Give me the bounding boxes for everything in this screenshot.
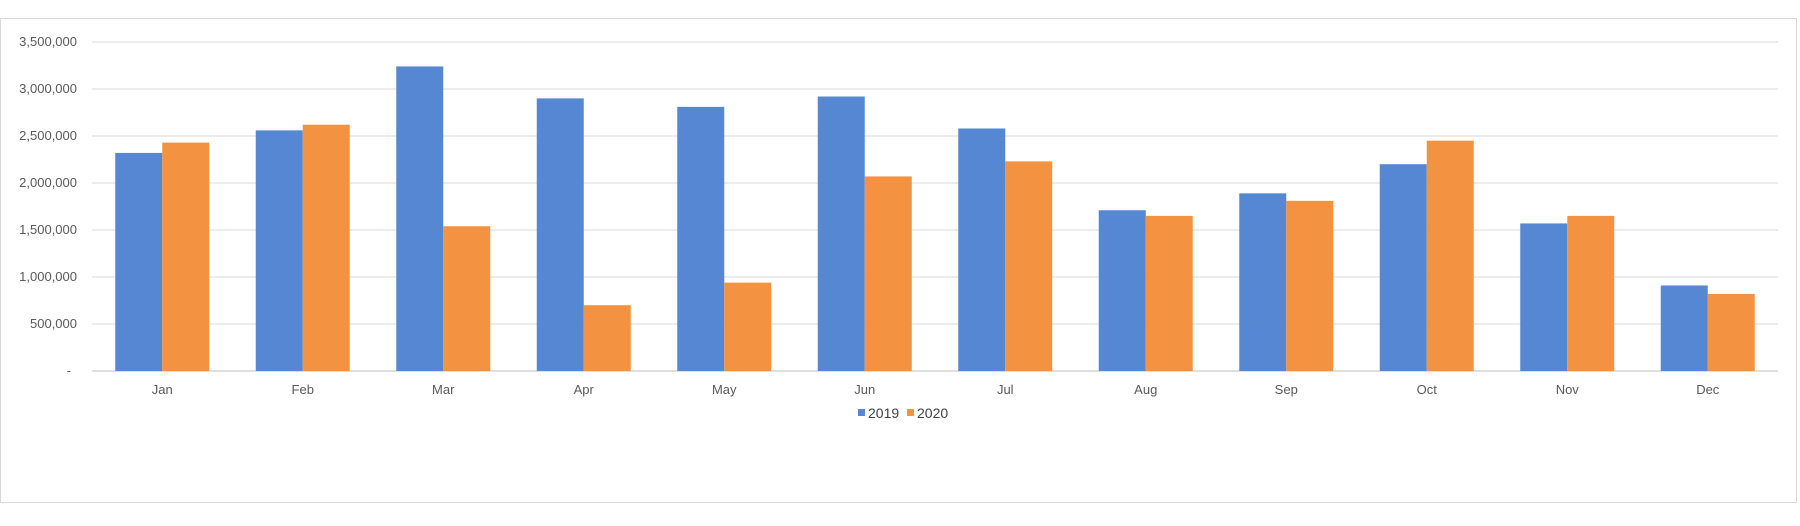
bar-2019-oct: [1379, 164, 1427, 371]
x-tick-label: Feb: [292, 382, 314, 397]
bar-2020-dec: [1707, 293, 1755, 371]
x-tick-label: Jan: [152, 382, 173, 397]
bar-2019-jul: [958, 128, 1006, 371]
x-tick-label: Sep: [1275, 382, 1298, 397]
x-tick-label: Aug: [1134, 382, 1157, 397]
y-tick-label: 2,000,000: [19, 175, 77, 190]
bar-2019-apr: [536, 98, 584, 372]
x-tick-label: Nov: [1556, 382, 1580, 397]
bar-2020-jun: [864, 176, 912, 371]
y-tick-label: 500,000: [30, 316, 77, 331]
chart-frame: - 500,000 1,000,000 1,500,000 2,000,000 2,500…: [0, 18, 1797, 503]
y-tick-label: 2,500,000: [19, 128, 77, 143]
y-tick-label: 3,500,000: [19, 34, 77, 49]
legend-swatch-2020: [907, 409, 914, 416]
bar-2019-sep: [1239, 193, 1287, 371]
x-tick-label: Dec: [1696, 382, 1720, 397]
bar-2019-jun: [817, 96, 865, 372]
bar-chart: - 500,000 1,000,000 1,500,000 2,000,000 2,500…: [19, 34, 1778, 421]
bar-2019-jan: [115, 152, 163, 371]
bar-2020-feb: [302, 124, 350, 371]
bar-2019-dec: [1660, 285, 1708, 371]
bar-2019-aug: [1098, 210, 1146, 371]
bar-2019-feb: [255, 130, 303, 371]
y-tick-label: 1,000,000: [19, 269, 77, 284]
y-tick-label: -: [67, 363, 71, 378]
bar-2020-oct: [1426, 140, 1474, 371]
bar-2020-apr: [583, 305, 631, 371]
bar-2019-nov: [1520, 223, 1568, 371]
bar-2020-may: [724, 282, 772, 371]
x-tick-label: Jul: [997, 382, 1014, 397]
legend-label-2020: 2020: [917, 405, 948, 421]
bar-2020-jan: [162, 142, 210, 371]
bar-2020-jul: [1005, 161, 1053, 371]
bar-2020-sep: [1286, 200, 1334, 371]
y-tick-label: 1,500,000: [19, 222, 77, 237]
bar-2019-mar: [396, 66, 444, 371]
x-tick-label: Mar: [432, 382, 455, 397]
x-tick-label: May: [712, 382, 737, 397]
bar-2020-aug: [1145, 215, 1193, 371]
legend-label-2019: 2019: [868, 405, 899, 421]
legend-swatch-2019: [858, 409, 865, 416]
bar-2020-nov: [1567, 215, 1615, 371]
bar-2019-may: [677, 106, 725, 372]
x-tick-label: Jun: [854, 382, 875, 397]
x-tick-label: Apr: [574, 382, 595, 397]
x-tick-label: Oct: [1417, 382, 1438, 397]
y-tick-label: 3,000,000: [19, 81, 77, 96]
bar-2020-mar: [443, 226, 491, 371]
